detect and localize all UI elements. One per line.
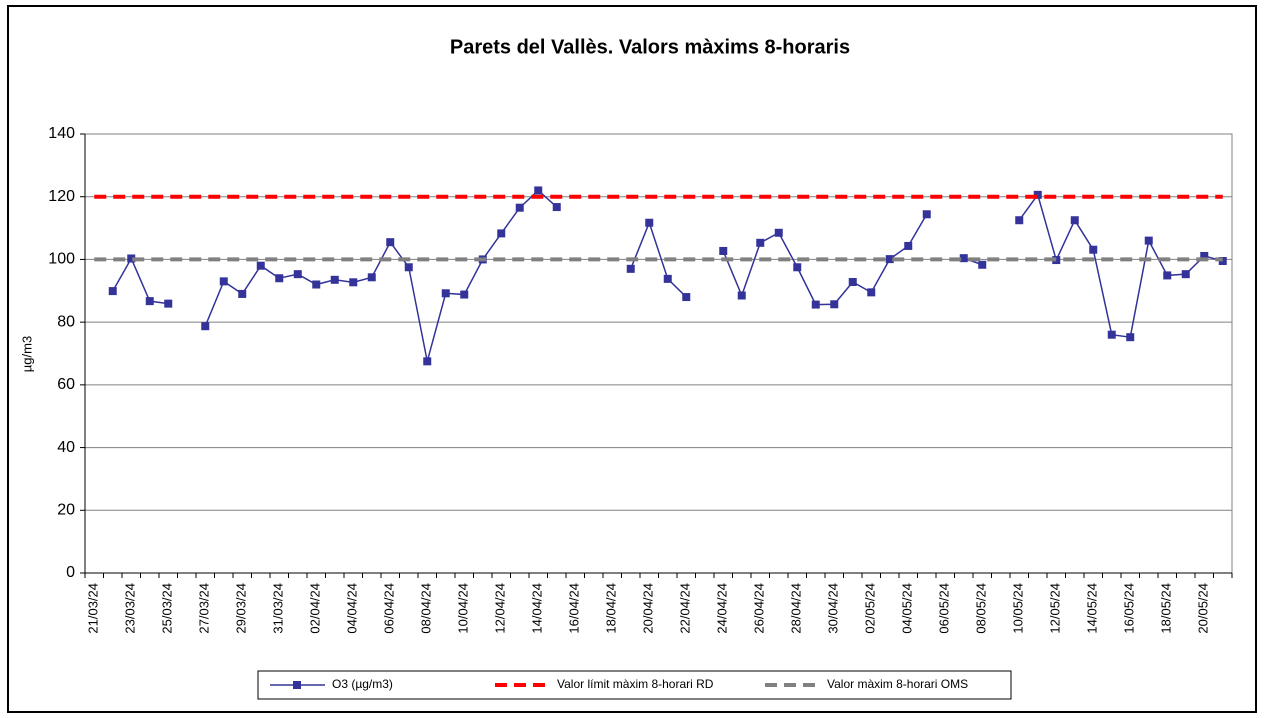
x-tick-label: 27/03/24 xyxy=(197,583,212,634)
point-marker xyxy=(330,275,339,284)
x-tick-label: 04/04/24 xyxy=(345,583,360,634)
point-marker xyxy=(1107,330,1116,339)
point-marker xyxy=(756,238,765,247)
point-marker xyxy=(534,186,543,195)
point-marker xyxy=(515,203,524,212)
point-marker xyxy=(959,254,968,263)
point-marker xyxy=(1015,216,1024,225)
point-marker xyxy=(1144,236,1153,245)
y-tick-label: 100 xyxy=(48,251,75,268)
x-tick-label: 31/03/24 xyxy=(271,583,286,634)
x-tick-label: 14/05/24 xyxy=(1085,583,1100,634)
point-marker xyxy=(682,293,691,302)
y-tick-label: 20 xyxy=(57,502,75,519)
point-marker xyxy=(441,289,450,298)
point-marker xyxy=(626,264,635,273)
x-tick-label: 25/03/24 xyxy=(160,583,175,634)
point-marker xyxy=(904,241,913,250)
point-marker xyxy=(349,278,358,287)
legend-marker xyxy=(293,681,301,689)
y-tick-label: 80 xyxy=(57,313,75,330)
point-marker xyxy=(238,289,247,298)
legend xyxy=(257,670,1012,700)
point-marker xyxy=(1181,270,1190,279)
x-tick-label: 08/04/24 xyxy=(419,583,434,634)
legend-label: Valor màxim 8-horari OMS xyxy=(827,677,968,691)
point-marker xyxy=(108,287,117,296)
x-tick-label: 18/04/24 xyxy=(604,583,619,634)
point-marker xyxy=(404,263,413,272)
y-tick-label: 0 xyxy=(66,564,75,581)
point-marker xyxy=(663,274,672,283)
x-tick-label: 23/03/24 xyxy=(123,583,138,634)
y-tick-label: 40 xyxy=(57,439,75,456)
point-marker xyxy=(867,288,876,297)
x-tick-label: 12/04/24 xyxy=(493,583,508,634)
x-tick-label: 30/04/24 xyxy=(826,583,841,634)
point-marker xyxy=(423,357,432,366)
point-marker xyxy=(1089,245,1098,254)
point-marker xyxy=(1126,333,1135,342)
legend-label: Valor límit màxim 8-horari RD xyxy=(557,677,714,691)
chart-border xyxy=(7,5,1257,713)
point-marker xyxy=(811,300,820,309)
x-tick-label: 02/04/24 xyxy=(308,583,323,634)
point-marker xyxy=(774,228,783,237)
point-marker xyxy=(497,229,506,238)
point-marker xyxy=(1163,271,1172,280)
y-axis-label: µg/m3 xyxy=(19,336,34,372)
y-tick-label: 60 xyxy=(57,376,75,393)
point-marker xyxy=(1200,251,1209,260)
point-marker xyxy=(312,280,321,289)
point-marker xyxy=(460,290,469,299)
x-tick-label: 20/05/24 xyxy=(1196,583,1211,634)
x-tick-label: 06/04/24 xyxy=(382,583,397,634)
point-marker xyxy=(367,273,376,282)
point-marker xyxy=(275,274,284,283)
x-tick-label: 10/05/24 xyxy=(1011,583,1026,634)
legend-label: O3 (µg/m3) xyxy=(332,677,393,691)
x-tick-label: 29/03/24 xyxy=(234,583,249,634)
x-tick-label: 20/04/24 xyxy=(641,583,656,634)
point-marker xyxy=(922,210,931,219)
x-tick-label: 18/05/24 xyxy=(1159,583,1174,634)
x-tick-label: 04/05/24 xyxy=(900,583,915,634)
x-tick-label: 21/03/24 xyxy=(86,583,101,634)
point-marker xyxy=(830,300,839,309)
point-marker xyxy=(219,277,228,286)
point-marker xyxy=(848,278,857,287)
x-tick-label: 10/04/24 xyxy=(456,583,471,634)
x-tick-label: 08/05/24 xyxy=(974,583,989,634)
point-marker xyxy=(164,299,173,308)
point-marker xyxy=(645,218,654,227)
point-marker xyxy=(1033,190,1042,199)
point-marker xyxy=(737,291,746,300)
point-marker xyxy=(552,203,561,212)
x-tick-label: 02/05/24 xyxy=(863,583,878,634)
chart-title: Parets del Vallès. Valors màxims 8-horar… xyxy=(450,36,850,58)
x-tick-label: 22/04/24 xyxy=(678,583,693,634)
point-marker xyxy=(293,270,302,279)
point-marker xyxy=(201,322,210,331)
x-tick-label: 14/04/24 xyxy=(530,583,545,634)
point-marker xyxy=(719,246,728,255)
x-tick-label: 16/05/24 xyxy=(1122,583,1137,634)
point-marker xyxy=(386,238,395,247)
point-marker xyxy=(256,261,265,270)
point-marker xyxy=(885,255,894,264)
x-tick-label: 16/04/24 xyxy=(567,583,582,634)
x-tick-label: 12/05/24 xyxy=(1048,583,1063,634)
point-marker xyxy=(978,260,987,269)
point-marker xyxy=(127,254,136,263)
point-marker xyxy=(793,263,802,272)
x-tick-label: 06/05/24 xyxy=(937,583,952,634)
x-tick-label: 28/04/24 xyxy=(789,583,804,634)
x-tick-label: 24/04/24 xyxy=(715,583,730,634)
y-tick-label: 140 xyxy=(48,125,75,142)
point-marker xyxy=(1070,216,1079,225)
point-marker xyxy=(145,297,154,306)
y-tick-label: 120 xyxy=(48,188,75,205)
x-tick-label: 26/04/24 xyxy=(752,583,767,634)
